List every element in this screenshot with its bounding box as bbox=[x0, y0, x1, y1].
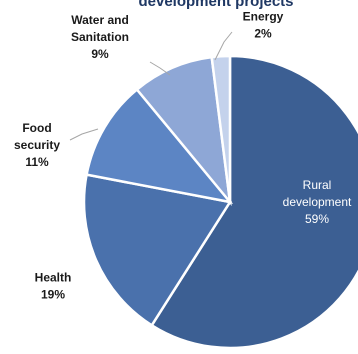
data-label-line: 19% bbox=[41, 288, 65, 302]
leader-line-water-and-sanitation bbox=[149, 61, 171, 76]
data-label-line: 2% bbox=[254, 27, 272, 41]
leader-lines bbox=[69, 31, 233, 141]
data-label-line: Water and bbox=[71, 13, 129, 27]
chart-title: development projects bbox=[138, 0, 293, 10]
data-label-water-and-sanitation: Water and Sanitation 9% bbox=[71, 13, 129, 61]
pie-slice-rural-development bbox=[150, 54, 358, 350]
pie-slice-food-security bbox=[85, 87, 234, 204]
data-label-line: development bbox=[283, 195, 352, 209]
leader-line-energy bbox=[214, 31, 233, 61]
data-label-line: 59% bbox=[305, 212, 329, 226]
data-label-health: Health 19% bbox=[35, 271, 72, 302]
data-label-line: Sanitation bbox=[71, 30, 129, 44]
data-label-line: security bbox=[14, 138, 60, 152]
pie-slices bbox=[82, 54, 358, 350]
leader-line-food-security bbox=[69, 128, 99, 141]
data-label-line: 9% bbox=[91, 47, 109, 61]
pie-slice-water-and-sanitation bbox=[135, 55, 232, 207]
data-label-energy: Energy 2% bbox=[243, 10, 284, 41]
data-label-food-security: Food security 11% bbox=[14, 121, 60, 169]
data-label-line: Food bbox=[22, 121, 51, 135]
data-label-line: Health bbox=[35, 271, 72, 285]
pie-slice-energy bbox=[210, 54, 232, 203]
data-label-rural-development: Rural development 59% bbox=[283, 178, 352, 226]
pie-slice-health bbox=[82, 173, 233, 327]
slice-labels: Rural development 59% Health 19% Food security… bbox=[14, 10, 352, 302]
data-label-line: 11% bbox=[25, 155, 49, 169]
data-label-line: Rural bbox=[303, 178, 332, 192]
data-label-line: Energy bbox=[243, 10, 284, 24]
